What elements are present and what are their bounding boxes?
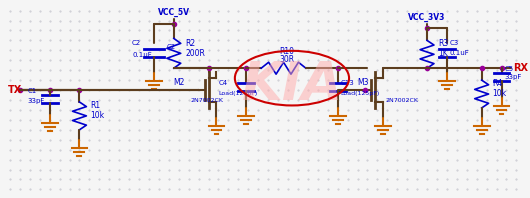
Text: M2: M2 xyxy=(173,78,184,87)
Text: 200R: 200R xyxy=(186,49,206,58)
Text: R10: R10 xyxy=(279,47,295,56)
Text: C1: C1 xyxy=(28,88,37,94)
Text: 33pF: 33pF xyxy=(28,98,45,104)
Text: C5: C5 xyxy=(505,66,514,72)
Text: C13: C13 xyxy=(341,80,355,86)
Text: M3: M3 xyxy=(358,78,369,87)
Text: VCC_3V3: VCC_3V3 xyxy=(408,12,446,22)
Text: Load(125pF): Load(125pF) xyxy=(341,91,380,96)
Text: C2: C2 xyxy=(167,44,176,50)
Text: VCC_5V: VCC_5V xyxy=(158,8,190,17)
Text: R2: R2 xyxy=(186,39,196,48)
Text: RX: RX xyxy=(514,63,528,73)
Text: R1: R1 xyxy=(91,101,101,110)
Text: Load(125pF): Load(125pF) xyxy=(218,91,258,96)
Text: R4: R4 xyxy=(492,79,503,88)
Text: 0.1uF: 0.1uF xyxy=(450,50,470,56)
Text: 2N7002CK: 2N7002CK xyxy=(191,98,224,103)
Text: 2N7002CK: 2N7002CK xyxy=(385,98,418,103)
Text: C4: C4 xyxy=(218,80,227,86)
Text: C3: C3 xyxy=(450,40,459,46)
Text: 10k: 10k xyxy=(91,111,104,120)
Text: 30R: 30R xyxy=(279,55,295,64)
Text: TX: TX xyxy=(8,85,22,95)
Text: 1K: 1K xyxy=(438,49,448,58)
Text: 10k: 10k xyxy=(492,89,507,98)
Text: 33pF: 33pF xyxy=(505,74,522,80)
Text: R3: R3 xyxy=(438,39,448,48)
Text: KIA: KIA xyxy=(242,59,343,111)
Text: C2: C2 xyxy=(132,40,141,46)
Text: 0.1uF: 0.1uF xyxy=(132,52,152,58)
